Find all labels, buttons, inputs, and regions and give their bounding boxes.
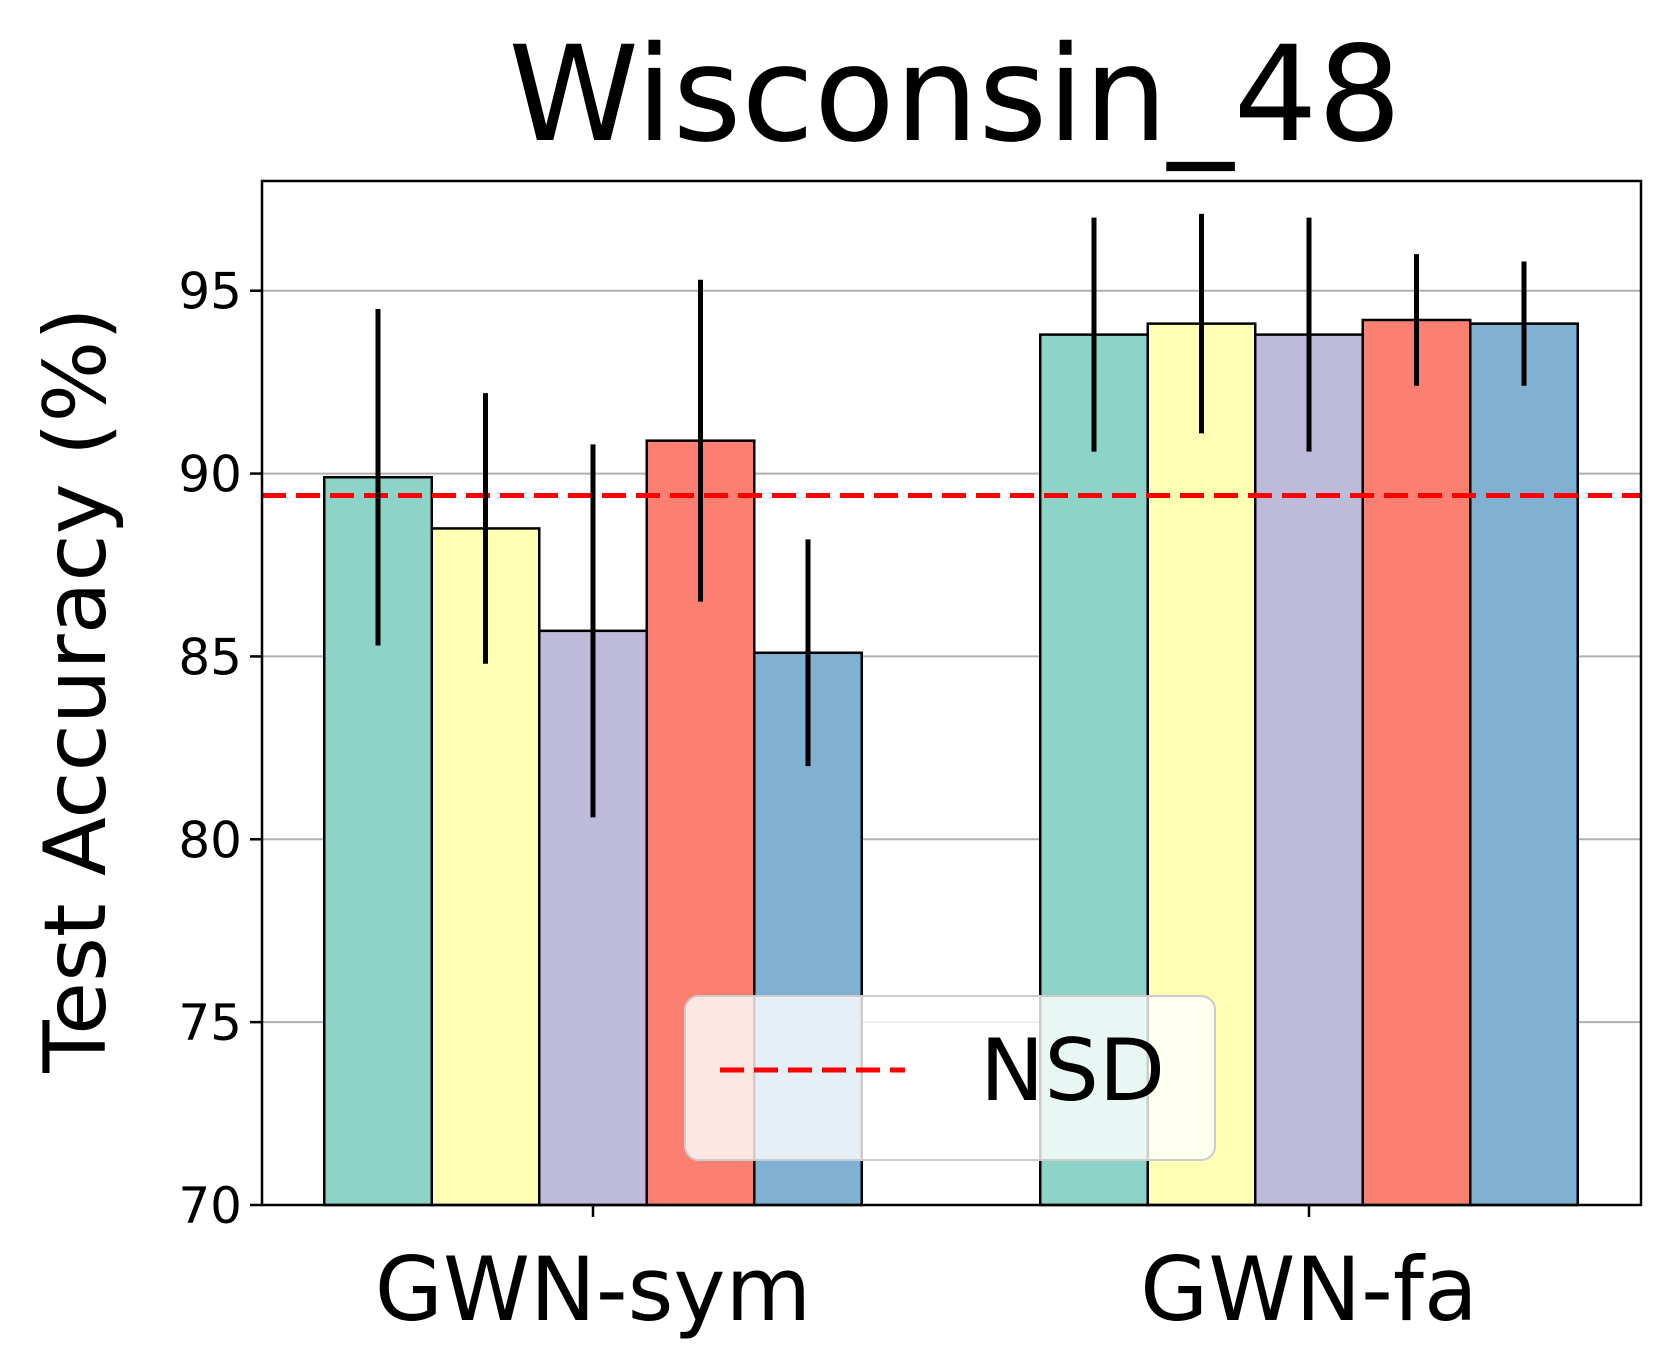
y-tick-label-80: 80 bbox=[178, 811, 242, 869]
bars-group bbox=[323, 318, 1579, 1207]
x-axis-ticks: GWN-sym GWN-fa bbox=[375, 1205, 1478, 1341]
error-bars-group bbox=[375, 213, 1527, 818]
y-tick-label-75: 75 bbox=[178, 994, 242, 1052]
y-tick-label-70: 70 bbox=[178, 1177, 242, 1235]
legend-nsd-label: NSD bbox=[980, 1021, 1165, 1121]
y-axis-label: Test Accuracy (%) bbox=[26, 307, 126, 1073]
bar-GWN-fa-series-3 bbox=[1254, 333, 1364, 1207]
chart-title: Wisconsin_48 bbox=[508, 18, 1401, 172]
y-tick-label-85: 85 bbox=[178, 628, 242, 686]
legend: NSD bbox=[684, 995, 1216, 1161]
legend-box bbox=[684, 995, 1216, 1161]
plot-frame bbox=[260, 179, 1643, 1207]
bar-GWN-fa-series-5 bbox=[1469, 322, 1579, 1207]
x-tick-label-GWN-fa: GWN-fa bbox=[1140, 1238, 1478, 1341]
bar-GWN-fa-series-4 bbox=[1361, 318, 1472, 1207]
x-tick-label-GWN-sym: GWN-sym bbox=[375, 1238, 811, 1341]
y-axis-ticks: 70 75 80 85 90 95 bbox=[178, 263, 262, 1235]
y-tick-label-95: 95 bbox=[178, 263, 242, 321]
y-tick-label-90: 90 bbox=[178, 446, 242, 504]
